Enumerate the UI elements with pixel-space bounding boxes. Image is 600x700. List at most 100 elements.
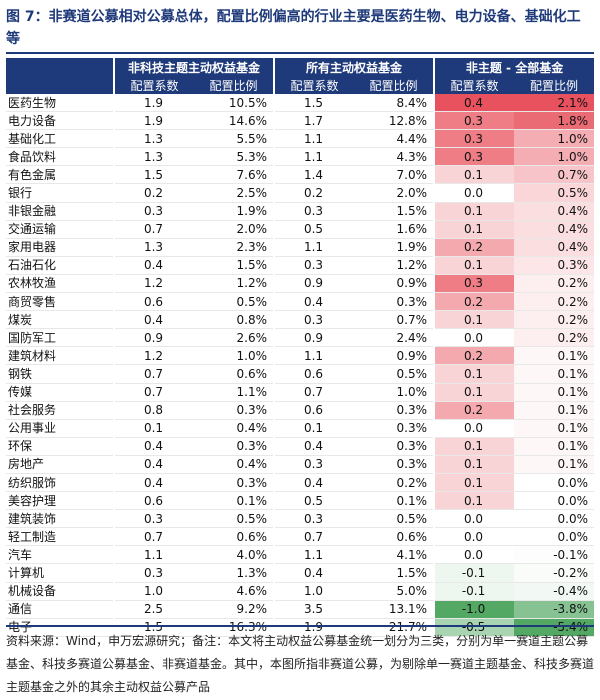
diff-coef-cell: 0.3 — [433, 129, 515, 149]
subheader-ratio-3: 配置比例 — [514, 77, 595, 94]
ratio-cell: 7.0% — [354, 165, 435, 185]
diff-ratio-cell: 0.4% — [514, 238, 595, 257]
coef-cell: 2.5 — [113, 600, 194, 619]
coef-cell: 1.3 — [113, 147, 194, 167]
industry-cell: 国防军工 — [6, 328, 114, 348]
industry-cell: 有色金属 — [6, 165, 114, 185]
ratio-cell: 0.3% — [354, 292, 435, 312]
group-header-non-tech: 非科技主题主动权益基金 — [112, 58, 275, 77]
table-row: 电力设备 1.9 14.6% 1.7 12.8% 0.3 1.8% — [6, 111, 595, 131]
coef-cell: 0.9 — [273, 274, 355, 294]
ratio-cell: 0.3% — [354, 437, 435, 456]
ratio-cell: 5.5% — [194, 129, 275, 149]
ratio-cell: 1.9% — [354, 238, 435, 257]
industry-header-cell — [6, 58, 114, 77]
table-row: 商贸零售 0.6 0.5% 0.4 0.3% 0.2 0.2% — [6, 292, 595, 312]
ratio-cell: 0.3% — [194, 473, 275, 493]
diff-ratio-cell: 0.0% — [514, 509, 595, 529]
diff-coef-cell: 0.0 — [433, 183, 515, 203]
industry-cell: 交通运输 — [6, 220, 114, 239]
diff-ratio-cell: -3.8% — [514, 600, 595, 619]
diff-coef-cell: 0.1 — [433, 220, 515, 239]
table-row: 电子 1.5 16.3% 1.9 21.7% -0.5 -5.4% — [6, 618, 595, 637]
coef-cell: 1.2 — [113, 346, 194, 366]
industry-cell: 银行 — [6, 183, 114, 203]
ratio-cell: 1.5% — [354, 202, 435, 221]
ratio-cell: 1.2% — [194, 274, 275, 294]
ratio-cell: 0.1% — [354, 491, 435, 511]
industry-cell: 机械设备 — [6, 582, 114, 601]
ratio-cell: 0.5% — [194, 509, 275, 529]
industry-cell: 通信 — [6, 600, 114, 619]
coef-cell: 1.3 — [113, 129, 194, 149]
coef-cell: 0.7 — [113, 527, 194, 547]
coef-cell: 0.9 — [113, 328, 194, 348]
ratio-cell: 1.5% — [194, 256, 275, 275]
subheader-ratio-1: 配置比例 — [194, 77, 275, 94]
diff-coef-cell: 0.3 — [433, 274, 515, 294]
diff-coef-cell: -0.5 — [433, 618, 515, 637]
table-row: 社会服务 0.8 0.3% 0.6 0.3% 0.2 0.1% — [6, 401, 595, 420]
diff-coef-cell: 0.1 — [433, 473, 515, 493]
diff-ratio-cell: 0.5% — [514, 183, 595, 203]
coef-cell: 1.9 — [113, 94, 194, 113]
coef-cell: 1.1 — [273, 238, 355, 257]
coef-cell: 1.5 — [113, 618, 194, 637]
coef-cell: 0.9 — [273, 328, 355, 348]
table-row: 银行 0.2 2.5% 0.2 2.0% 0.0 0.5% — [6, 183, 595, 203]
coef-cell: 0.6 — [273, 364, 355, 384]
table-row: 有色金属 1.5 7.6% 1.4 7.0% 0.1 0.7% — [6, 165, 595, 185]
ratio-cell: 2.4% — [354, 328, 435, 348]
table-row: 农林牧渔 1.2 1.2% 0.9 0.9% 0.3 0.2% — [6, 274, 595, 294]
diff-ratio-cell: 0.2% — [514, 310, 595, 330]
industry-cell: 家用电器 — [6, 238, 114, 257]
sub-header-row: 配置系数 配置比例 配置系数 配置比例 配置系数 配置比例 — [6, 77, 595, 94]
diff-coef-cell: 0.1 — [433, 202, 515, 221]
diff-coef-cell: 0.0 — [433, 509, 515, 529]
table-row: 机械设备 1.0 4.6% 1.0 5.0% -0.1 -0.4% — [6, 582, 595, 601]
coef-cell: 0.6 — [113, 292, 194, 312]
diff-coef-cell: 0.2 — [433, 346, 515, 366]
group-header-difference: 非主题 - 全部基金 — [433, 58, 595, 77]
ratio-cell: 0.3% — [194, 401, 275, 420]
diff-coef-cell: -0.1 — [433, 582, 515, 601]
ratio-cell: 4.6% — [194, 582, 275, 601]
ratio-cell: 0.6% — [194, 527, 275, 547]
diff-coef-cell: 0.1 — [433, 165, 515, 185]
subheader-coef-3: 配置系数 — [433, 77, 515, 94]
ratio-cell: 14.6% — [194, 111, 275, 131]
coef-cell: 0.5 — [273, 220, 355, 239]
industry-cell: 煤炭 — [6, 310, 114, 330]
industry-cell: 医药生物 — [6, 94, 114, 113]
ratio-cell: 0.5% — [354, 509, 435, 529]
coef-cell: 0.2 — [113, 183, 194, 203]
diff-ratio-cell: 0.1% — [514, 419, 595, 438]
ratio-cell: 1.6% — [354, 220, 435, 239]
coef-cell: 0.3 — [273, 310, 355, 330]
table-row: 石油石化 0.4 1.5% 0.3 1.2% 0.1 0.3% — [6, 256, 595, 275]
ratio-cell: 4.0% — [194, 545, 275, 565]
table-row: 钢铁 0.7 0.6% 0.6 0.5% 0.1 0.1% — [6, 364, 595, 384]
coef-cell: 0.4 — [273, 292, 355, 312]
coef-cell: 0.4 — [113, 455, 194, 474]
bottom-rule — [6, 625, 594, 627]
coef-cell: 1.0 — [113, 582, 194, 601]
coef-cell: 0.3 — [273, 455, 355, 474]
ratio-cell: 0.1% — [194, 491, 275, 511]
ratio-cell: 0.3% — [354, 455, 435, 474]
coef-cell: 0.8 — [113, 401, 194, 420]
ratio-cell: 0.7% — [354, 310, 435, 330]
industry-cell: 汽车 — [6, 545, 114, 565]
diff-coef-cell: 0.3 — [433, 147, 515, 167]
coef-cell: 0.7 — [273, 383, 355, 402]
coef-cell: 1.9 — [273, 618, 355, 637]
diff-ratio-cell: 0.2% — [514, 274, 595, 294]
diff-coef-cell: 0.0 — [433, 419, 515, 438]
ratio-cell: 1.2% — [354, 256, 435, 275]
diff-ratio-cell: 0.1% — [514, 383, 595, 402]
ratio-cell: 0.3% — [354, 401, 435, 420]
coef-cell: 1.1 — [273, 147, 355, 167]
ratio-cell: 0.5% — [194, 292, 275, 312]
table-row: 汽车 1.1 4.0% 1.1 4.1% 0.0 -0.1% — [6, 545, 595, 565]
industry-cell: 商贸零售 — [6, 292, 114, 312]
